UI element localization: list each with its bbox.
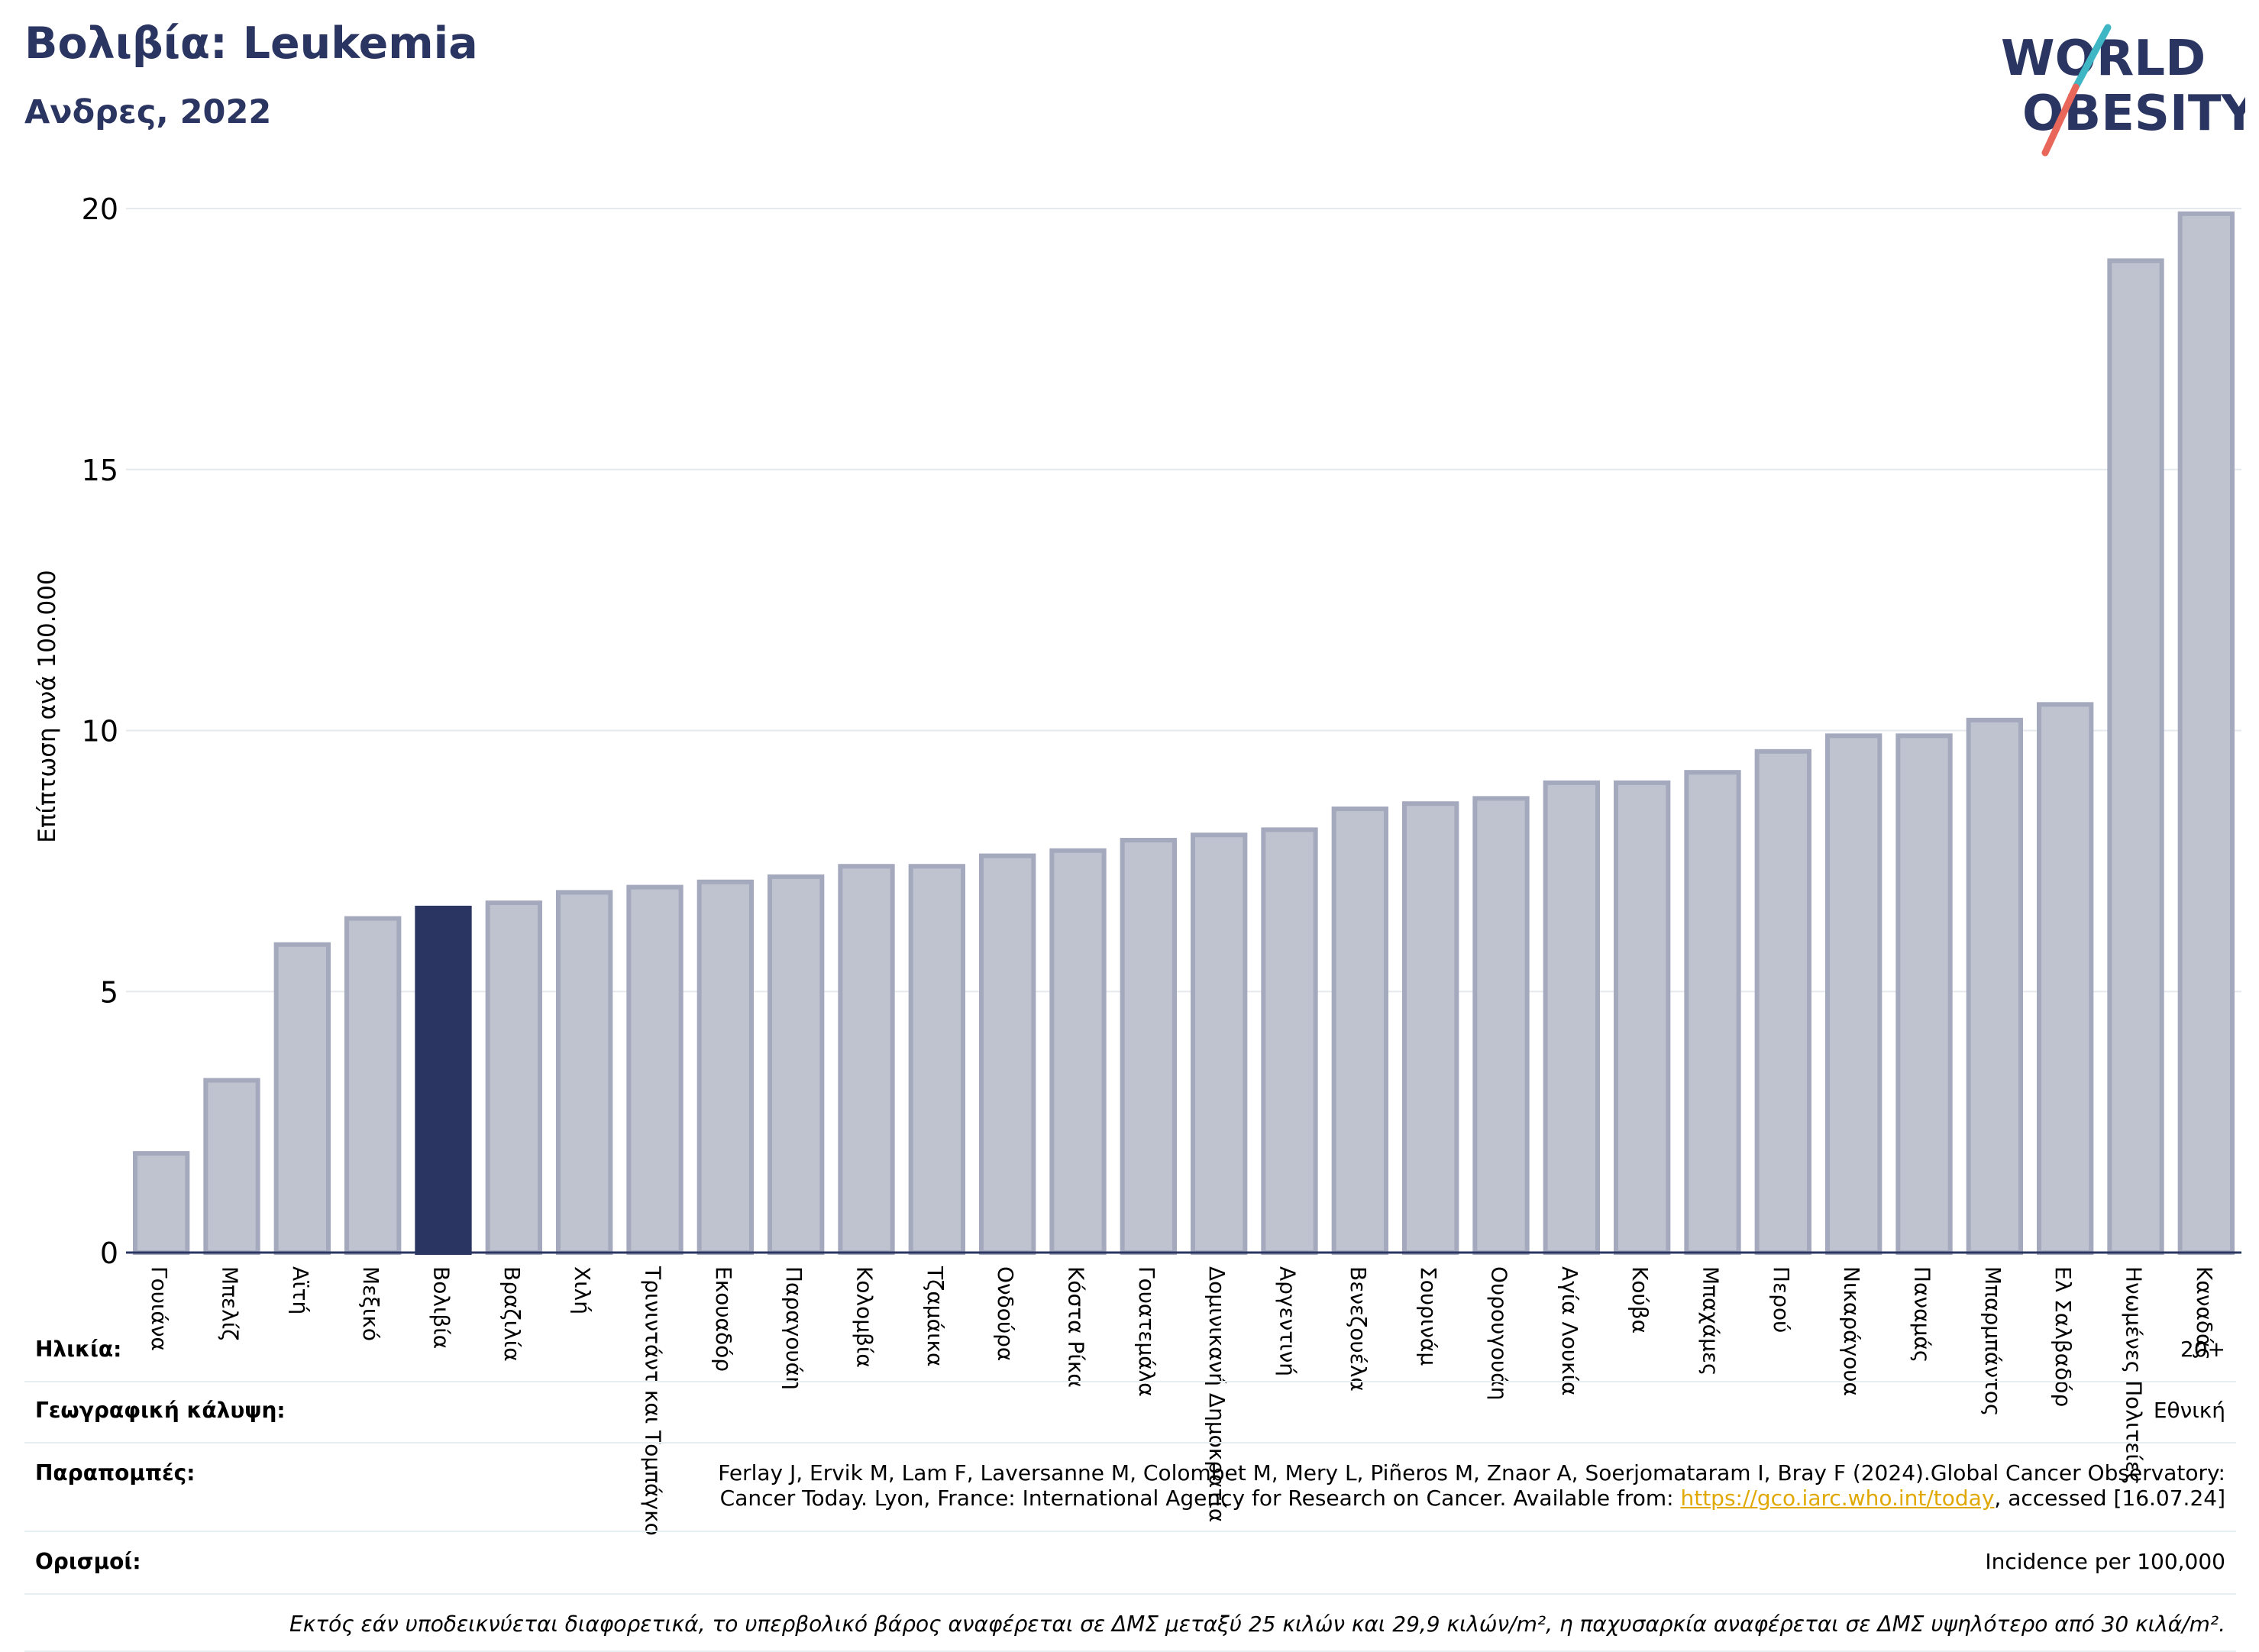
x-tick-label: Περού (1769, 1266, 1794, 1333)
x-axis-labels: Γουιάνα Μπελίζ Αϊτή Μεξικό Βολιβία Βραζιλία Χι… (147, 1266, 2217, 1536)
grid-lines (126, 208, 2241, 993)
x-tick-label: Γουιάνα (147, 1266, 172, 1351)
bar (2107, 258, 2164, 1256)
bar (133, 1151, 190, 1256)
references-value: Ferlay J, Ervik M, Lam F, Laversanne M, … (718, 1460, 2225, 1511)
x-tick-label: Μπελίζ (218, 1266, 243, 1340)
bar (1191, 832, 1248, 1255)
bar (979, 853, 1036, 1256)
x-tick-label: Τζαμάικα (923, 1266, 948, 1367)
bar (485, 900, 542, 1256)
reference-line1: Ferlay J, Ervik M, Lam F, Laversanne M, … (718, 1460, 2225, 1486)
bar (626, 884, 684, 1256)
bar (1895, 733, 1953, 1255)
world-obesity-logo: WORLD OBESITY (2001, 24, 2245, 157)
bar (1614, 780, 1671, 1255)
bar (273, 942, 331, 1255)
info-row-definitions: Ορισμοί: Incidence per 100,000 (24, 1532, 2236, 1595)
bar (2037, 702, 2094, 1255)
x-tick-label: Μπαχάμες (1698, 1266, 1724, 1376)
bar (203, 1078, 260, 1255)
geo-label: Γεωγραφική κάλυψη: (35, 1398, 286, 1423)
x-tick-label: Χιλή (570, 1266, 595, 1314)
x-tick-label: Αγία Λουκία (1557, 1266, 1582, 1395)
reference-link[interactable]: https://gco.iarc.who.int/today (1680, 1486, 1995, 1511)
x-tick-label: Ουρουγουάη (1487, 1266, 1512, 1400)
bar (908, 864, 965, 1255)
y-tick-label: 0 (100, 1237, 118, 1270)
bar (696, 879, 754, 1255)
x-tick-label: Σουρινάμ (1416, 1266, 1441, 1366)
bar (1049, 848, 1107, 1255)
info-row-age: Ηλικία: 20+ (24, 1321, 2236, 1382)
chart-title: Βολιβία: Leukemia (24, 18, 478, 69)
x-tick-label: Ελ Σαλβαδόρ (2051, 1266, 2076, 1407)
info-row-geo: Γεωγραφική κάλυψη: Εθνική (24, 1382, 2236, 1443)
bar (2177, 211, 2235, 1256)
bar (768, 874, 825, 1255)
x-tick-label: Μεξικό (358, 1266, 383, 1341)
bar (415, 905, 472, 1255)
x-tick-label: Αϊτή (288, 1266, 313, 1314)
bar (1825, 733, 1882, 1255)
info-table: Ηλικία: 20+ Γεωγραφική κάλυψη: Εθνική Πα… (24, 1321, 2236, 1652)
x-tick-label: Παραγουάη (781, 1266, 806, 1390)
info-row-references: Παραπομπές: Ferlay J, Ervik M, Lam F, La… (24, 1443, 2236, 1532)
x-tick-label: Καναδάς (2192, 1266, 2217, 1360)
bar (1966, 717, 2023, 1255)
logo-line2: OBESITY (2022, 86, 2245, 142)
x-tick-label: Παναμάς (1910, 1266, 1935, 1363)
bar (1684, 770, 1741, 1255)
x-tick-label: Κούβα (1627, 1266, 1653, 1334)
references-label: Παραπομπές: (35, 1460, 196, 1486)
chart-subtitle: Ανδρες, 2022 (24, 93, 272, 131)
y-axis-ticks: 0 5 10 15 20 (82, 192, 118, 1270)
x-tick-label: Βολιβία (429, 1266, 454, 1349)
logo-slash-red (2041, 83, 2080, 157)
reference-line2-pre: Cancer Today. Lyon, France: Internationa… (719, 1486, 1681, 1511)
y-tick-label: 10 (82, 715, 118, 748)
x-tick-label: Κολομβία (852, 1266, 877, 1368)
bar (344, 916, 402, 1256)
age-label: Ηλικία: (35, 1337, 122, 1362)
x-tick-label: Δομινικανή Δημοκρατία (1204, 1266, 1230, 1522)
x-tick-label: Μπαρμπάντος (1980, 1266, 2005, 1416)
bar (556, 890, 613, 1255)
logo-slash-teal (2072, 24, 2112, 91)
x-tick-label: Ηνωμένες Πολιτείες (2122, 1266, 2147, 1485)
bars (126, 211, 2241, 1256)
reference-line2-post: , accessed [16.07.24] (1994, 1486, 2225, 1511)
bar (1472, 796, 1530, 1255)
y-axis-label: Επίπτωση ανά 100.000 (34, 570, 61, 842)
y-tick-label: 15 (82, 454, 118, 487)
footnote: Εκτός εάν υποδεικνύεται διαφορετικά, το … (24, 1595, 2236, 1652)
x-tick-label: Τρινιντάντ και Τομπάγκο (641, 1266, 666, 1536)
x-tick-label: Βραζιλία (499, 1266, 525, 1362)
x-tick-label: Κόστα Ρίκα (1064, 1266, 1089, 1388)
bar (1754, 748, 1811, 1255)
bar (1402, 801, 1459, 1255)
bar (1120, 838, 1177, 1256)
y-tick-label: 5 (100, 975, 118, 1009)
x-tick-label: Ονδούρα (993, 1266, 1018, 1361)
bar (1331, 807, 1388, 1255)
x-tick-label: Βενεζουέλα (1346, 1266, 1371, 1392)
x-tick-label: Γουατεμάλα (1134, 1266, 1159, 1397)
geo-value: Εθνική (2153, 1398, 2225, 1423)
y-tick-label: 20 (82, 192, 118, 226)
definitions-value: Incidence per 100,000 (1985, 1549, 2225, 1574)
definitions-label: Ορισμοί: (35, 1549, 141, 1574)
x-tick-label: Αργεντινή (1275, 1266, 1301, 1376)
bar (1543, 780, 1600, 1255)
x-tick-label: Εκουαδόρ (711, 1266, 736, 1372)
bar (1261, 827, 1318, 1255)
x-tick-label: Νικαράγουα (1839, 1266, 1864, 1396)
bar (838, 864, 895, 1255)
age-value: 20+ (2180, 1337, 2225, 1362)
